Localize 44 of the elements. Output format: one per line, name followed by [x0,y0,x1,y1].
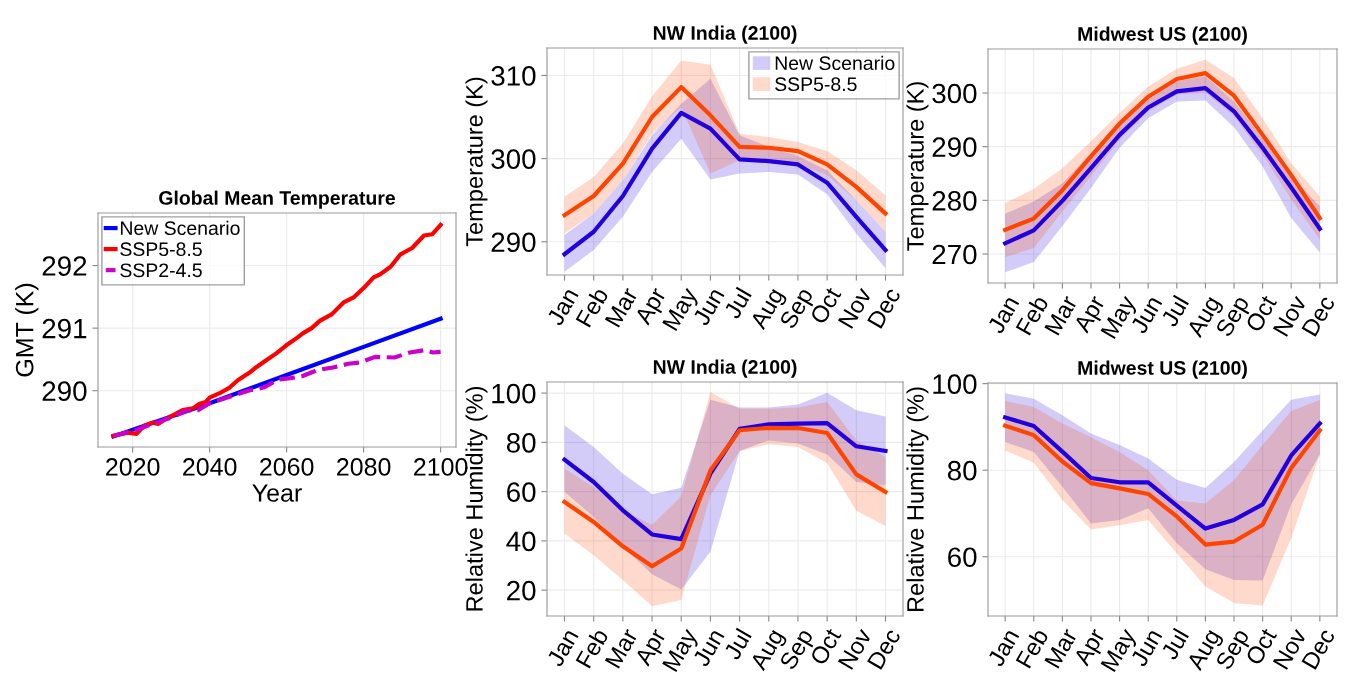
y-tick-label: 80 [947,460,977,481]
y-tick-label: 290 [491,232,536,253]
line-series [1003,86,1322,246]
legend-label: SSP2-4.5 [120,263,202,278]
legend-label: New Scenario [120,220,240,236]
y-tick-label: 292 [42,256,87,276]
y-tick-label: 310 [491,66,536,86]
y-tick-label: 40 [506,531,536,552]
chart-title: Midwest US (2100) [1078,26,1247,45]
legend-label: New Scenario [775,55,895,71]
x-axis-title: Year [252,484,302,502]
line-series [111,347,443,438]
line-series [1003,71,1322,232]
x-tick-label: 2080 [337,458,391,476]
y-axis-title: GMT (K) [15,283,39,377]
y-tick-label: 291 [42,318,87,339]
y-tick-label: 290 [42,381,87,402]
y-axis-title: Temperature (K) [906,82,929,251]
legend-label: SSP5-8.5 [775,77,857,92]
line-series [1003,415,1322,531]
y-axis-title: Relative Humidity (%) [906,387,929,612]
line-series [562,425,888,569]
x-tick-label: 2040 [183,458,237,476]
x-tick-label: 2020 [106,458,160,476]
chart-title: NW India (2100) [653,25,797,44]
y-tick-label: 100 [492,383,536,404]
y-axis-title: Temperature (K) [465,77,488,247]
line-series [562,110,888,257]
y-tick-label: 20 [507,580,536,601]
chart-title: Global Mean Temperature [159,190,396,209]
y-tick-label: 300 [491,149,536,169]
chart-title: Midwest US (2100) [1078,360,1247,379]
y-tick-label: 290 [932,137,977,158]
y-tick-label: 300 [932,83,977,104]
legend-label: SSP5-8.5 [120,242,202,257]
y-tick-label: 80 [506,433,536,453]
chart-title: NW India (2100) [653,359,797,378]
line-series [1003,423,1322,547]
x-tick-label: 2060 [260,458,314,476]
y-tick-label: 60 [507,482,536,502]
y-tick-label: 280 [932,191,977,211]
y-tick-label: 270 [932,244,977,265]
y-tick-label: 100 [933,374,977,394]
y-tick-label: 60 [948,547,977,568]
